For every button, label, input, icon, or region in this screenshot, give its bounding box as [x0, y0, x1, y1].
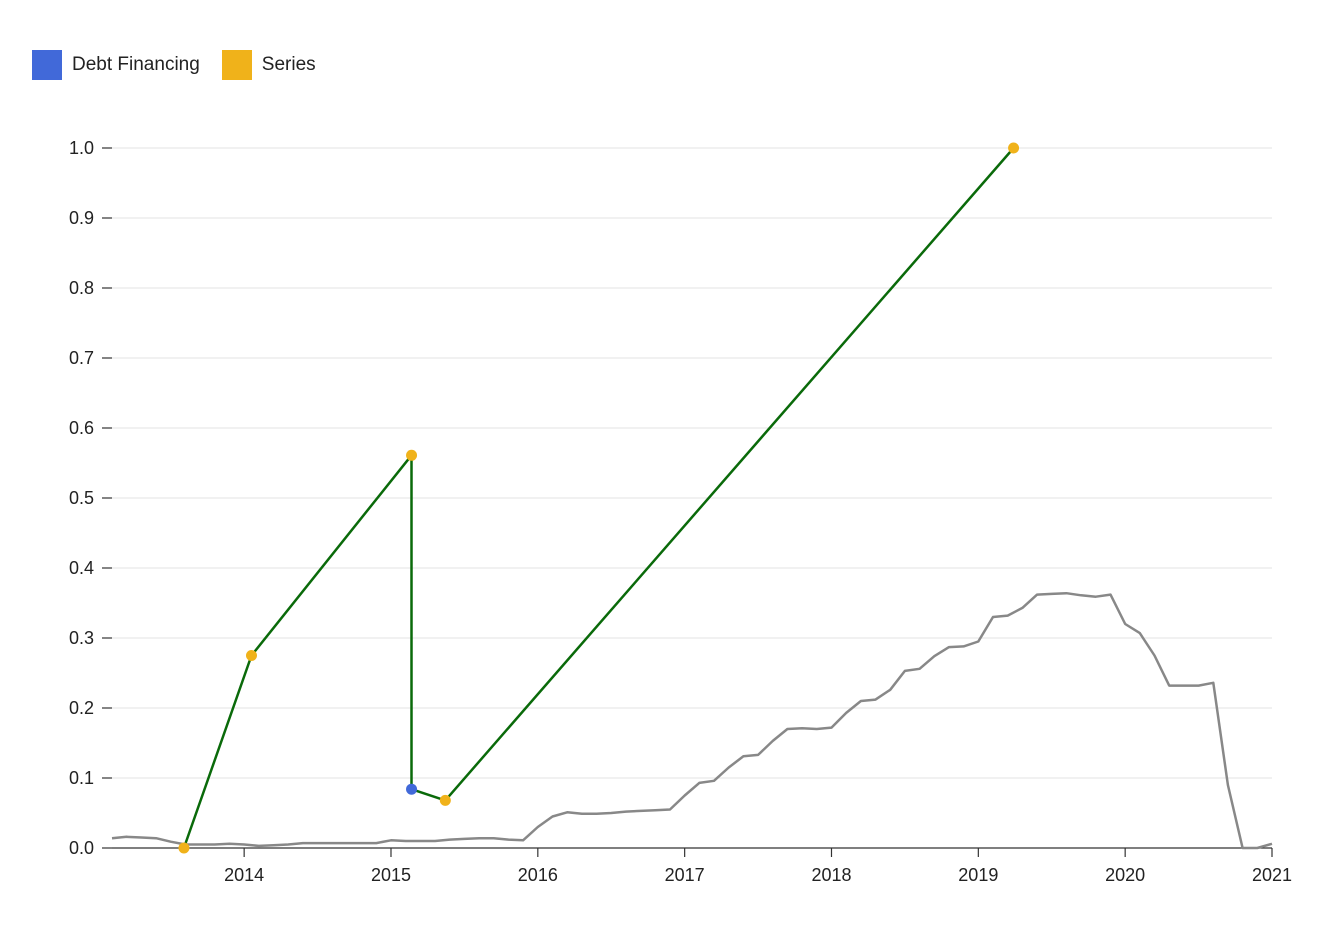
y-tick-label-7: 0.7 [69, 348, 94, 368]
data-point-series-2 [406, 449, 418, 461]
y-tick-label-5: 0.5 [69, 488, 94, 508]
y-tick-label-8: 0.8 [69, 278, 94, 298]
data-point-series-0 [178, 842, 190, 854]
y-tick-label-1: 0.1 [69, 768, 94, 788]
x-tick-label-1: 2015 [371, 865, 411, 885]
x-tick-label-6: 2020 [1105, 865, 1145, 885]
x-tick-label-5: 2019 [958, 865, 998, 885]
y-tick-label-6: 0.6 [69, 418, 94, 438]
y-tick-label-4: 0.4 [69, 558, 94, 578]
y-tick-label-10: 1.0 [69, 138, 94, 158]
data-point-series-4 [439, 794, 451, 806]
series-line-background [111, 591, 1273, 850]
data-point-debt-financing-3 [406, 783, 418, 795]
y-tick-label-2: 0.2 [69, 698, 94, 718]
data-point-series-1 [245, 650, 257, 661]
x-tick-label-4: 2018 [811, 865, 851, 885]
legend-label-debt-financing: Debt Financing [72, 54, 200, 75]
y-tick-label-0: 0.0 [69, 838, 94, 858]
series-line-funding [182, 147, 1015, 849]
legend: Debt Financing Series [32, 50, 338, 80]
legend-item-series[interactable]: Series [221, 50, 316, 80]
legend-label-series: Series [261, 54, 316, 75]
x-tick-label-7: 2021 [1252, 865, 1292, 885]
data-point-series-5 [1008, 142, 1020, 154]
y-tick-label-3: 0.3 [69, 628, 94, 648]
x-tick-label-3: 2017 [665, 865, 705, 885]
y-tick-label-9: 0.9 [69, 208, 94, 228]
legend-swatch-debt-financing [32, 50, 62, 80]
x-tick-label-0: 2014 [224, 865, 264, 885]
x-tick-label-2: 2016 [518, 865, 558, 885]
legend-item-debt-financing[interactable]: Debt Financing [32, 50, 200, 80]
legend-swatch-series [221, 50, 252, 80]
